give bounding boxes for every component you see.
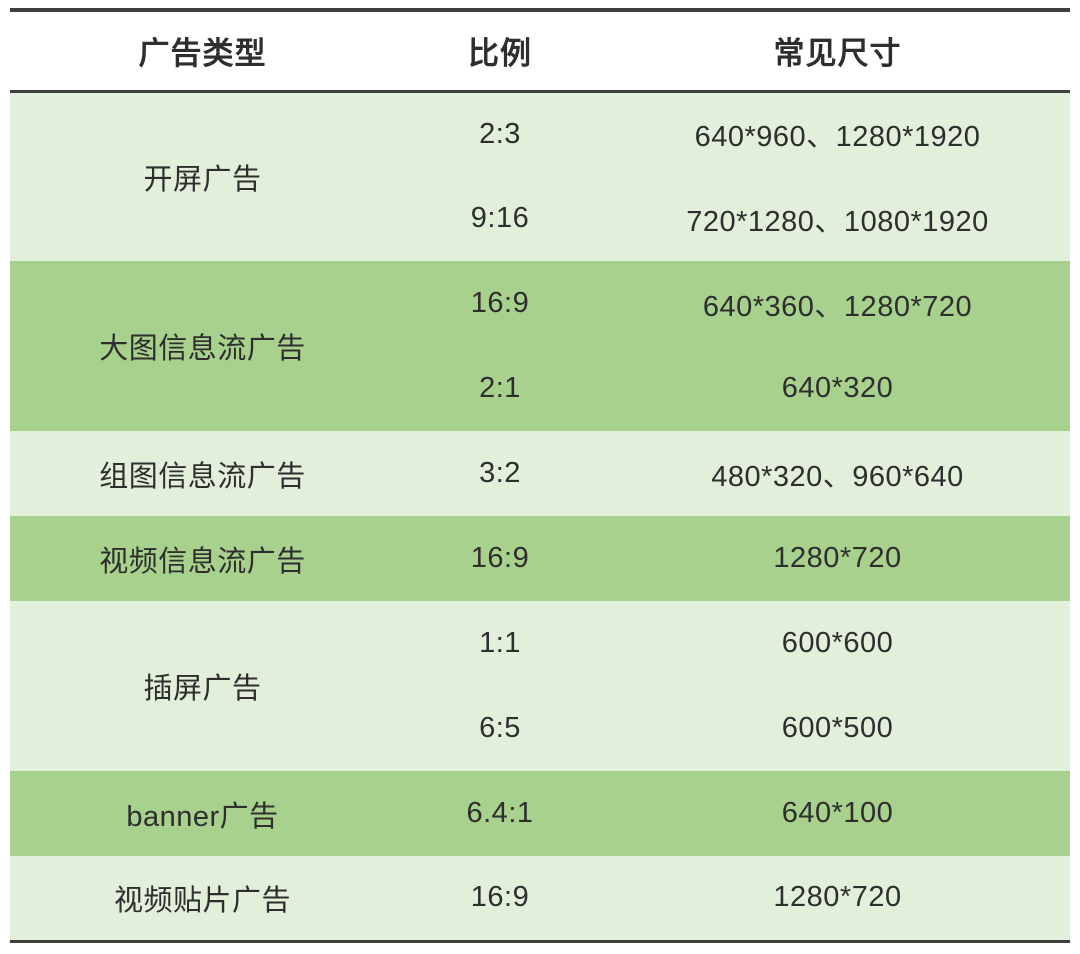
table-row: banner广告 6.4:1 640*100 — [10, 771, 1070, 856]
sizes-cell: 640*960、1280*1920 — [605, 91, 1070, 176]
sizes-cell: 1280*720 — [605, 516, 1070, 601]
ad-type-cell: 插屏广告 — [10, 601, 395, 771]
table-row: 开屏广告 2:3 640*960、1280*1920 — [10, 91, 1070, 261]
sizes-cell: 480*320、960*640 — [605, 431, 1070, 516]
ratio-cell: 16:9 — [395, 261, 605, 346]
ratio-cell: 16:9 — [395, 516, 605, 601]
sizes-cell: 1280*720 — [605, 856, 1070, 941]
sizes-cell: 640*100 — [605, 771, 1070, 856]
column-header-ratio: 比例 — [395, 10, 605, 93]
ratio-cell: 16:9 — [395, 856, 605, 941]
ratio-cell: 1:1 — [395, 601, 605, 686]
column-header-sizes: 常见尺寸 — [605, 10, 1070, 93]
ratio-cell: 2:1 — [395, 346, 605, 431]
table-row: 2:1 640*320 — [10, 346, 1070, 431]
ad-type-cell: 视频信息流广告 — [10, 516, 395, 601]
table-row: 视频信息流广告 16:9 1280*720 — [10, 516, 1070, 601]
ad-type-cell: 组图信息流广告 — [10, 431, 395, 516]
table-row: 大图信息流广告 16:9 640*360、1280*720 — [10, 261, 1070, 431]
sizes-cell: 720*1280、1080*1920 — [605, 176, 1070, 261]
column-header-ad-type: 广告类型 — [10, 10, 395, 93]
ad-type-cell: banner广告 — [10, 771, 395, 856]
ad-type-cell: 视频贴片广告 — [10, 856, 395, 941]
table-row: 视频贴片广告 16:9 1280*720 — [10, 856, 1070, 941]
table-row: 9:16 720*1280、1080*1920 — [10, 176, 1070, 261]
ratio-cell: 6:5 — [395, 686, 605, 771]
ratio-cell: 6.4:1 — [395, 771, 605, 856]
header-row: 广告类型 比例 常见尺寸 — [10, 10, 1070, 93]
table-row: 6:5 600*500 — [10, 686, 1070, 771]
ratio-cell: 9:16 — [395, 176, 605, 261]
sizes-cell: 600*600 — [605, 601, 1070, 686]
ad-type-cell: 开屏广告 — [10, 91, 395, 261]
ratio-cell: 3:2 — [395, 431, 605, 516]
ad-type-cell: 大图信息流广告 — [10, 261, 395, 431]
ratio-cell: 2:3 — [395, 91, 605, 176]
sizes-cell: 640*360、1280*720 — [605, 261, 1070, 346]
table-row: 组图信息流广告 3:2 480*320、960*640 — [10, 431, 1070, 516]
ad-size-table: 广告类型 比例 常见尺寸 开屏广告 2:3 640*960、1280*1920 … — [10, 8, 1070, 943]
sizes-cell: 600*500 — [605, 686, 1070, 771]
table-row: 插屏广告 1:1 600*600 — [10, 601, 1070, 771]
sizes-cell: 640*320 — [605, 346, 1070, 431]
